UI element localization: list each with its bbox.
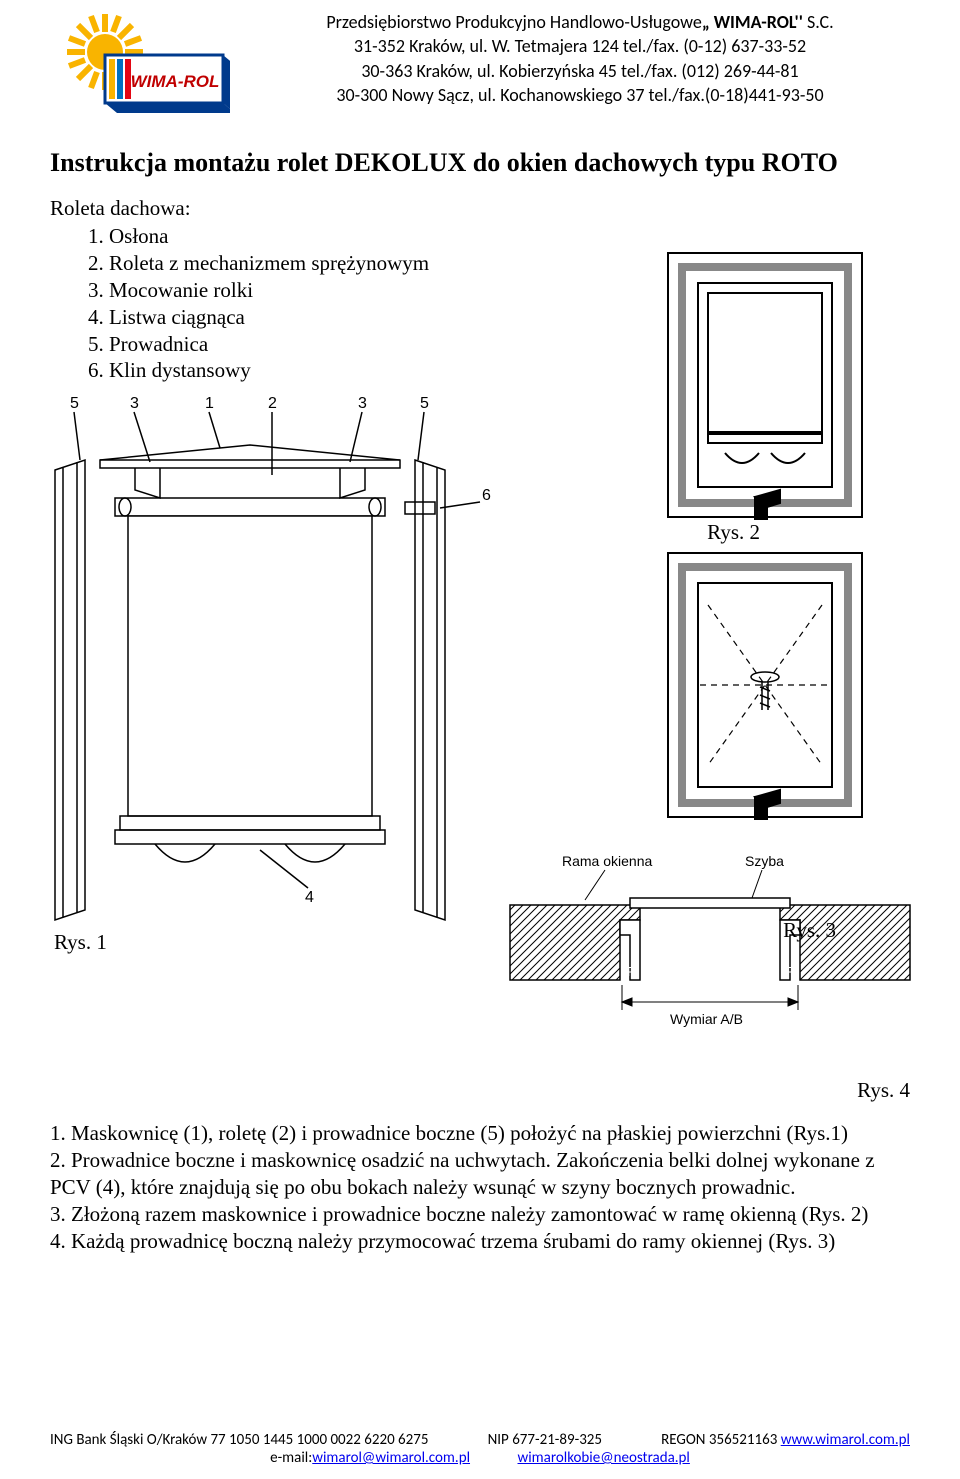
svg-text:6: 6	[482, 487, 491, 504]
company-line-1: Przedsiębiorstwo Produkcyjno Handlowo-Us…	[250, 10, 910, 34]
svg-text:Wymiar A/B: Wymiar A/B	[670, 1011, 743, 1027]
svg-text:3: 3	[358, 395, 367, 412]
footer-email2-link[interactable]: wimarolkobie@neostrada.pl	[518, 1449, 690, 1467]
svg-text:1: 1	[205, 395, 214, 412]
rys1-label: Rys. 1	[54, 930, 107, 955]
rys3-label: Rys. 3	[783, 918, 836, 943]
footer-site-link[interactable]: www.wimarol.com.pl	[781, 1431, 910, 1449]
svg-text:5: 5	[420, 395, 429, 412]
document-header: WIMA-ROL Przedsiębiorstwo Produkcyjno Ha…	[50, 0, 910, 120]
company-line-2: 31-352 Kraków, ul. W. Tetmajera 124 tel.…	[250, 34, 910, 58]
company-logo: WIMA-ROL	[50, 10, 230, 120]
instruction-3: 3. Złożoną razem maskownice i prowadnice…	[50, 1201, 910, 1228]
instruction-1: 1. Maskownicę (1), roletę (2) i prowadni…	[50, 1120, 910, 1147]
footer-regon: REGON 356521163 www.wimarol.com.pl	[661, 1431, 910, 1449]
figure-4: Rama okienna Szyba F	[490, 850, 930, 1075]
footer-email1: e-mail:wimarol@wimarol.com.pl	[270, 1449, 473, 1467]
instruction-2: 2. Prowadnice boczne i maskownicę osadzi…	[50, 1147, 910, 1201]
company-line-4: 30-300 Nowy Sącz, ul. Kochanowskiego 37 …	[250, 83, 910, 107]
footer: ING Bank Śląski O/Kraków 77 1050 1445 10…	[50, 1431, 910, 1467]
rys4-label: Rys. 4	[857, 1078, 910, 1103]
instructions: 1. Maskownicę (1), roletę (2) i prowadni…	[50, 1120, 910, 1254]
subtitle: Roleta dachowa:	[50, 196, 910, 221]
svg-text:3: 3	[130, 395, 139, 412]
svg-text:Szyba: Szyba	[745, 853, 784, 869]
figures-area: 5 3 1 2 3 5 6 4	[50, 390, 910, 1110]
svg-text:5: 5	[70, 395, 79, 412]
company-line-3: 30-363 Kraków, ul. Kobierzyńska 45 tel./…	[250, 59, 910, 83]
document-title: Instrukcja montażu rolet DEKOLUX do okie…	[50, 148, 910, 178]
company-info: Przedsiębiorstwo Produkcyjno Handlowo-Us…	[250, 10, 910, 107]
svg-text:F: F	[784, 964, 792, 979]
footer-nip: NIP 677-21-89-325	[488, 1431, 602, 1449]
svg-text:Rama okienna: Rama okienna	[562, 853, 652, 869]
svg-text:WIMA-ROL: WIMA-ROL	[131, 72, 220, 91]
svg-text:4: 4	[305, 889, 314, 906]
figure-2	[660, 245, 870, 530]
instruction-4: 4. Każdą prowadnicę boczną należy przymo…	[50, 1228, 910, 1255]
svg-text:2: 2	[268, 395, 277, 412]
figure-3	[660, 545, 870, 840]
svg-text:F: F	[627, 964, 635, 979]
rys2-label: Rys. 2	[707, 520, 760, 545]
footer-email1-link[interactable]: wimarol@wimarol.com.pl	[312, 1449, 470, 1467]
figure-1: 5 3 1 2 3 5 6 4	[20, 390, 540, 935]
footer-bank: ING Bank Śląski O/Kraków 77 1050 1445 10…	[50, 1431, 428, 1449]
